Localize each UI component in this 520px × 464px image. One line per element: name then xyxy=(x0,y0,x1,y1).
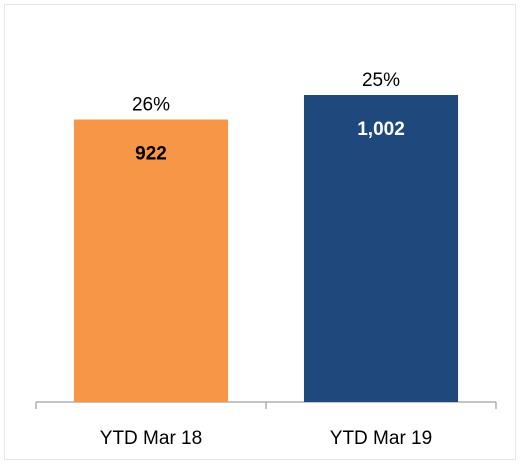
value-label: 1,002 xyxy=(357,119,405,140)
bar xyxy=(73,119,229,402)
value-label: 922 xyxy=(135,144,167,165)
bar xyxy=(303,95,459,402)
annotation: 26% xyxy=(132,95,170,116)
annotation: 25% xyxy=(362,70,400,91)
x-tick-label: YTD Mar 19 xyxy=(330,428,432,449)
x-tick-label: YTD Mar 18 xyxy=(100,428,202,449)
